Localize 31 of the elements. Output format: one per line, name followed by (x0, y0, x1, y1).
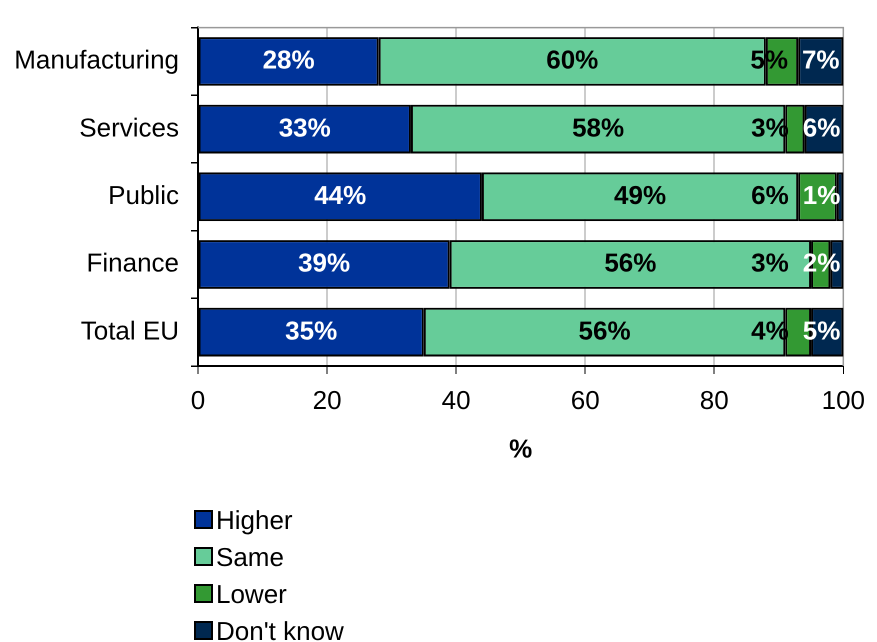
data-label: 60% (546, 44, 598, 75)
y-tick-label: Finance (86, 248, 179, 278)
x-tick-label: 40 (442, 384, 471, 415)
x-axis-title: % (509, 434, 532, 464)
data-label: 44% (314, 180, 366, 210)
y-tick-label: Total EU (80, 315, 179, 346)
data-label: 49% (614, 180, 666, 210)
legend-label: Don't know (216, 616, 344, 642)
data-label: 3% (751, 248, 789, 278)
data-label: 39% (298, 248, 350, 278)
y-tick-label: Services (79, 112, 179, 142)
data-label: 6% (751, 180, 789, 210)
y-tick-label: Public (108, 180, 179, 210)
data-label: 28% (262, 44, 315, 75)
x-tick-label: 20 (312, 384, 342, 415)
data-label: 5% (802, 315, 840, 346)
legend-label: Higher (216, 504, 293, 534)
legend-label: Same (216, 542, 284, 572)
x-tick-label: 80 (700, 384, 729, 415)
data-label: 56% (578, 315, 631, 346)
x-tick-label: 60 (570, 384, 600, 415)
data-label: 35% (285, 315, 338, 346)
data-label: 7% (802, 44, 840, 75)
y-tick-label: Manufacturing (14, 44, 179, 75)
x-tick-label: 100 (822, 384, 866, 415)
x-tick-label: 0 (190, 384, 206, 415)
data-label: 33% (278, 112, 331, 142)
data-label: 6% (802, 112, 840, 142)
legend-label: Lower (216, 578, 287, 608)
data-label: 56% (604, 248, 656, 278)
data-label: 58% (572, 112, 624, 142)
